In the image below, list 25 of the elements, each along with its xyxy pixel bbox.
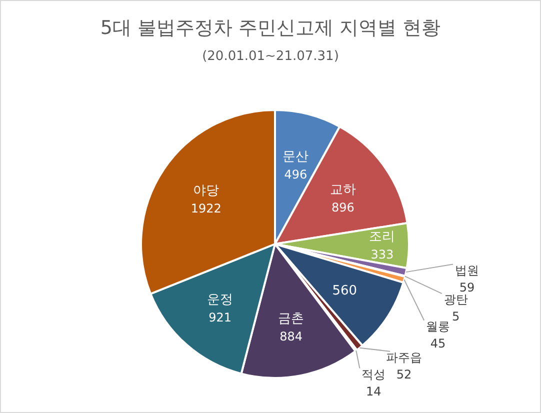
data-label: 560 — [332, 283, 358, 298]
data-label: 1922 — [190, 201, 222, 216]
data-label: 52 — [396, 367, 412, 382]
chart-subtitle: (20.01.01~21.07.31) — [202, 49, 339, 64]
data-label: 921 — [208, 310, 232, 324]
slice-label: 금촌 — [278, 312, 304, 327]
slice-label: 조리 — [369, 229, 396, 244]
data-label: 496 — [284, 168, 308, 182]
data-label: 333 — [370, 247, 394, 262]
data-label: 14 — [366, 384, 382, 398]
slice-label: 교하 — [330, 182, 356, 198]
slice-label: 운정 — [207, 292, 234, 308]
slice-label: 법원 — [454, 263, 479, 278]
slice-label: 문산 — [282, 150, 309, 165]
slice-label: 야당 — [193, 183, 220, 198]
data-label: 45 — [430, 336, 446, 350]
chart-title: 5대 불법주정차 주민신고제 지역별 현황 — [100, 17, 441, 39]
data-label: 896 — [332, 200, 354, 214]
slice-label: 파주읍 — [386, 350, 422, 364]
data-label: 5 — [452, 310, 460, 324]
data-label: 884 — [280, 330, 303, 344]
slice-label: 적성 — [362, 367, 386, 382]
slice-label: 월롱 — [426, 319, 450, 334]
data-label: 59 — [459, 280, 475, 294]
slice-label: 광탄 — [444, 292, 468, 307]
